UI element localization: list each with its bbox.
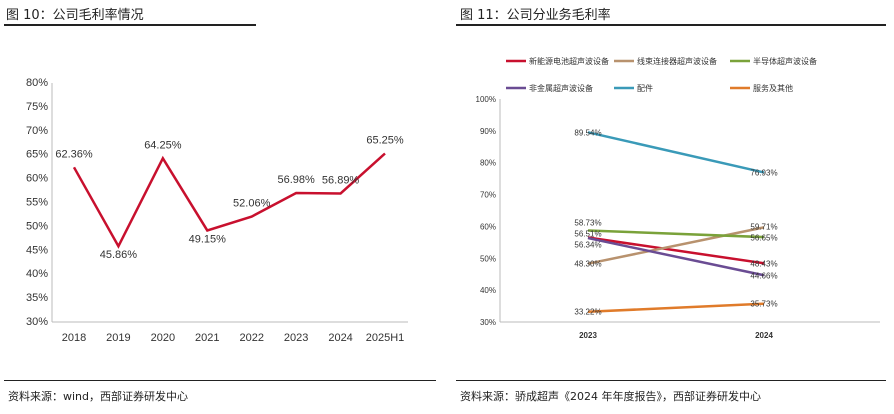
data-label: 76.93% <box>750 168 777 177</box>
x-tick-label: 2024 <box>328 332 352 344</box>
x-tick-label: 2023 <box>579 331 597 340</box>
right-chart-title: 图 11：公司分业务毛利率 <box>460 8 611 23</box>
y-tick-label: 60% <box>480 222 496 231</box>
y-tick-label: 100% <box>476 95 496 104</box>
y-tick-label: 75% <box>26 101 48 113</box>
data-label: 56.34% <box>574 240 601 249</box>
series-line <box>587 302 765 313</box>
legend-label: 新能源电池超声波设备 <box>529 56 609 66</box>
series-line <box>587 236 765 265</box>
legend-label: 线束连接器超声波设备 <box>637 56 717 66</box>
legend-label: 半导体超声波设备 <box>753 56 817 66</box>
x-tick-label: 2019 <box>106 332 130 344</box>
x-tick-label: 2024 <box>755 331 773 340</box>
left-chart-title: 图 10：公司毛利率情况 <box>6 8 144 23</box>
y-tick-label: 30% <box>26 316 48 328</box>
data-label: 89.54% <box>574 128 601 137</box>
legend-label: 非金属超声波设备 <box>529 83 593 93</box>
y-tick-label: 35% <box>26 292 48 304</box>
data-label: 35.73% <box>750 300 777 309</box>
series-line <box>587 229 765 239</box>
y-tick-label: 40% <box>26 268 48 280</box>
y-tick-label: 50% <box>26 220 48 232</box>
y-tick-label: 70% <box>480 191 496 200</box>
data-label: 45.86% <box>100 249 138 261</box>
x-tick-label: 2021 <box>195 332 219 344</box>
x-tick-label: 2018 <box>62 332 86 344</box>
legend-label: 服务及其他 <box>753 83 793 93</box>
data-label: 52.06% <box>233 198 271 210</box>
series-line <box>587 131 765 174</box>
y-tick-label: 50% <box>480 254 496 263</box>
y-tick-label: 65% <box>26 149 48 161</box>
series-line <box>587 236 765 277</box>
right-bottom-rule <box>456 380 886 381</box>
y-tick-label: 30% <box>480 318 496 327</box>
left-title-rule <box>4 24 256 26</box>
right-source: 资料来源：骄成超声《2024 年年度报告》，西部证券研发中心 <box>460 390 761 403</box>
data-label: 56.89% <box>322 174 360 186</box>
y-tick-label: 40% <box>480 286 496 295</box>
y-tick-label: 45% <box>26 244 48 256</box>
data-label: 62.36% <box>55 148 93 160</box>
data-label: 65.25% <box>366 135 404 147</box>
y-tick-label: 90% <box>480 127 496 136</box>
series-line <box>72 152 386 249</box>
data-label: 56.65% <box>750 234 777 243</box>
data-label: 49.15% <box>189 233 227 245</box>
y-tick-label: 80% <box>26 77 48 89</box>
x-tick-label: 2020 <box>151 332 175 344</box>
left-source: 资料来源：wind，西部证券研发中心 <box>8 390 189 403</box>
data-label: 33.22% <box>574 308 601 317</box>
left-bottom-rule <box>4 380 436 381</box>
series-line <box>587 226 765 265</box>
data-label: 48.43% <box>750 259 777 268</box>
data-label: 58.73% <box>574 218 601 227</box>
data-label: 64.25% <box>144 139 182 151</box>
legend-label: 配件 <box>637 83 653 93</box>
y-tick-label: 55% <box>26 197 48 209</box>
x-tick-label: 2022 <box>239 332 263 344</box>
y-tick-label: 80% <box>480 159 496 168</box>
x-tick-label: 2025H1 <box>366 332 405 344</box>
y-tick-label: 60% <box>26 173 48 185</box>
data-label: 56.98% <box>277 174 315 186</box>
data-label: 59.71% <box>750 223 777 232</box>
x-tick-label: 2023 <box>284 332 308 344</box>
data-label: 56.51% <box>574 229 601 238</box>
data-label: 48.30% <box>574 260 601 269</box>
y-tick-label: 70% <box>26 125 48 137</box>
data-label: 44.66% <box>750 271 777 280</box>
right-title-rule <box>456 24 886 26</box>
